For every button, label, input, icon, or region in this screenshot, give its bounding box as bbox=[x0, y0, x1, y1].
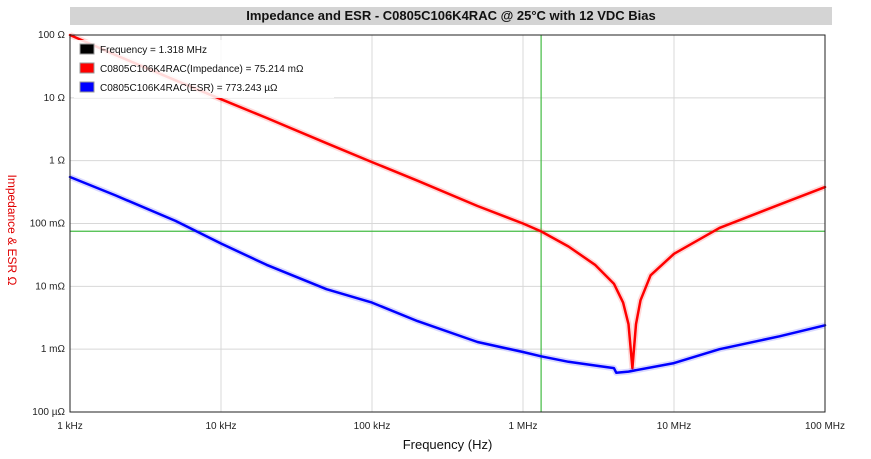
y-tick-label: 100 Ω bbox=[38, 30, 65, 41]
legend-swatch bbox=[79, 62, 95, 74]
plot-frame bbox=[69, 34, 826, 413]
y-tick-label: 10 Ω bbox=[44, 93, 66, 104]
x-tick-labels: 1 kHz 10 kHz 100 kHz 1 MHz 10 MHz 100 MHz bbox=[57, 421, 845, 432]
legend-swatch bbox=[79, 43, 95, 55]
y-axis-label-wrap: Impedance & ESR Ω bbox=[0, 20, 24, 440]
y-tick-label: 100 µΩ bbox=[32, 407, 65, 418]
y-tick-label: 1 mΩ bbox=[41, 344, 66, 355]
y-tick-labels: 100 Ω 10 Ω 1 Ω 100 mΩ 10 mΩ 1 mΩ 100 µΩ bbox=[30, 30, 66, 418]
legend: Frequency = 1.318 MHz C0805C106K4RAC(Impe… bbox=[74, 40, 334, 98]
legend-swatch bbox=[79, 81, 95, 93]
impedance-series-line bbox=[68, 33, 827, 370]
legend-entry: C0805C106K4RAC(ESR) = 773.243 µΩ bbox=[100, 83, 278, 94]
series-lines bbox=[68, 32, 827, 376]
y-axis-label: Impedance & ESR Ω bbox=[5, 174, 19, 286]
chart-title: Impedance and ESR - C0805C106K4RAC @ 25°… bbox=[70, 7, 832, 25]
legend-entry: C0805C106K4RAC(Impedance) = 75.214 mΩ bbox=[100, 64, 304, 75]
legend-background bbox=[74, 40, 334, 98]
x-tick-label: 100 kHz bbox=[354, 421, 391, 432]
legend-entry: Frequency = 1.318 MHz bbox=[100, 45, 207, 56]
y-tick-label: 10 mΩ bbox=[35, 281, 65, 292]
x-tick-label: 10 MHz bbox=[657, 421, 691, 432]
esr-series-line bbox=[68, 175, 827, 375]
y-tick-label: 100 mΩ bbox=[30, 219, 66, 230]
x-tick-label: 1 MHz bbox=[509, 421, 538, 432]
x-tick-label: 100 MHz bbox=[805, 421, 845, 432]
x-axis-label: Frequency (Hz) bbox=[402, 437, 493, 452]
x-tick-label: 1 kHz bbox=[57, 421, 83, 432]
y-tick-label: 1 Ω bbox=[49, 156, 65, 167]
x-tick-label: 10 kHz bbox=[205, 421, 236, 432]
series-halo-1 bbox=[68, 174, 826, 376]
